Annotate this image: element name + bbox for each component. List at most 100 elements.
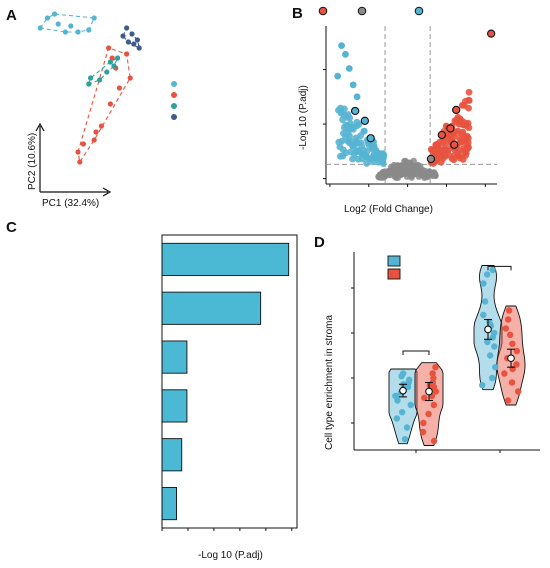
volcano-point-not-sig: [411, 168, 419, 176]
pca-axes: PC1 (32.4%) PC2 (10.6%): [27, 122, 112, 209]
pca-point-prehab-2: [91, 15, 97, 21]
pca-point-control-1: [134, 37, 140, 43]
pca-point-prehab-1: [97, 77, 103, 83]
pca-point-prehab-2: [75, 29, 81, 35]
volcano-point-not-sig: [401, 157, 408, 165]
violin-legend-swatch-control: [387, 255, 401, 267]
pca-point-prehab-2: [68, 23, 74, 29]
volcano-legend: [318, 6, 424, 16]
violin-point-prehab: [501, 370, 508, 377]
volcano-point-up: [442, 139, 450, 147]
volcano-point-up: [432, 142, 440, 150]
violin-point-prehab: [426, 382, 434, 389]
volcano-point-not-sig: [392, 170, 399, 178]
violin-point-control: [483, 271, 491, 278]
legend-marker-prehab-1: [171, 103, 177, 109]
enrichment-bar-chart: -Log 10 (P.adj): [161, 234, 298, 561]
mean-marker: [425, 387, 433, 396]
volcano-point-up: [465, 124, 473, 132]
violin-point-control: [405, 379, 412, 386]
pca-point-prehab-1: [88, 75, 94, 81]
violin-point-control: [489, 266, 496, 274]
violin-point-prehab: [508, 379, 516, 386]
bar-xlabel: -Log 10 (P.adj): [198, 550, 263, 561]
volcano-point-down: [347, 148, 355, 156]
pca-point-control-2: [107, 101, 113, 107]
pca-point-prehab-2: [62, 29, 68, 35]
violin-point-prehab: [505, 307, 513, 314]
hull-prehab-2: [39, 13, 96, 33]
violin-point-prehab: [506, 331, 514, 338]
volcano-point-up: [436, 152, 444, 160]
mean-marker: [507, 354, 515, 363]
volcano-point-up: [445, 132, 453, 140]
volcano-point-down: [338, 42, 345, 50]
pca-point-control-1: [124, 25, 130, 31]
pca-point-control-1: [131, 41, 137, 47]
panel-letter-b: B: [292, 5, 303, 22]
pca-point-control-2: [91, 137, 97, 143]
pca-point-control-2: [98, 123, 104, 129]
violin-point-prehab: [513, 347, 521, 355]
volcano-point-down: [339, 152, 347, 160]
gene-marker-CTNNB1: [426, 154, 436, 164]
violin-point-prehab: [509, 340, 516, 347]
volcano-gene-labels: [350, 29, 496, 164]
volcano-point-down: [334, 72, 342, 80]
pathway-bar: [161, 242, 290, 276]
pca-point-prehab-1: [104, 69, 110, 75]
pca-point-control-2: [75, 149, 81, 155]
pca-point-control-1: [125, 39, 131, 45]
violin-point-control: [393, 392, 400, 400]
gene-marker-TGFB1: [366, 134, 375, 143]
violin-point-prehab: [502, 325, 510, 332]
violin-point-control: [479, 382, 486, 389]
volcano-ylabel: -Log 10 (P.adj): [298, 85, 309, 150]
volcano-point-up: [445, 151, 453, 159]
pca-point-control-2: [80, 141, 86, 147]
pc2-label: PC2 (10.6%): [27, 133, 38, 190]
volcano-point-up: [441, 146, 449, 154]
volcano-point-down: [359, 150, 366, 158]
pca-legend: [171, 81, 177, 120]
volcano-point-not-sig: [413, 163, 420, 170]
volcano-point-down: [335, 138, 343, 146]
volcano-point-up: [465, 88, 473, 96]
pca-point-control-1: [129, 31, 135, 37]
pca-point-control-1: [120, 33, 126, 39]
volcano-point-down: [348, 138, 355, 146]
pca-point-prehab-1: [107, 59, 113, 65]
volcano-point-down: [372, 154, 380, 162]
bar-x-axis: [161, 234, 298, 531]
violin-point-control: [484, 338, 491, 346]
violin-prehab: [414, 362, 444, 446]
violin-legend-swatch-prehab: [387, 268, 401, 280]
violin-point-prehab: [420, 419, 427, 427]
volcano-point-not-sig: [405, 165, 412, 172]
violin-point-control: [398, 409, 406, 416]
pc2-axis-arrow: [35, 122, 45, 132]
pca-point-control-2: [77, 159, 83, 165]
pathway-bar: [161, 487, 177, 521]
violin-means: [399, 318, 515, 402]
violin-point-control: [481, 298, 489, 305]
volcano-point-down: [353, 93, 361, 101]
violin-point-control: [480, 280, 487, 287]
violin-point-control: [492, 364, 499, 371]
volcano-point-down: [339, 129, 347, 137]
volcano-legend-marker-Down: [414, 6, 424, 16]
significance-bracket: [402, 350, 430, 355]
violin-point-control: [488, 374, 496, 382]
gene-marker-CXCL14: [487, 29, 496, 38]
violin-point-prehab: [504, 316, 512, 323]
pathway-bar: [161, 291, 262, 325]
pca-point-control-2: [124, 51, 130, 57]
violin-point-control: [393, 415, 401, 422]
pca-point-prehab-1: [111, 63, 117, 69]
violin-point-prehab: [432, 364, 439, 371]
pca-point-control-1: [136, 45, 142, 51]
pathway-bars: [161, 242, 290, 521]
legend-marker-control-1: [171, 114, 177, 120]
volcano-point-not-sig: [376, 173, 383, 181]
violin-y-axis: [351, 252, 540, 451]
